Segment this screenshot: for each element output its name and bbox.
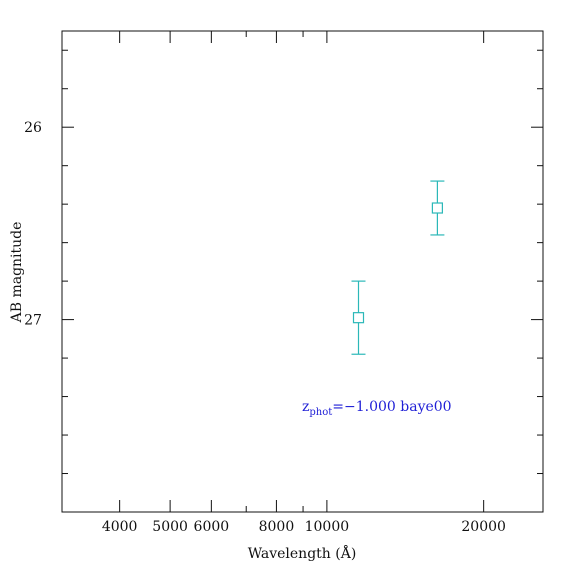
annotation-subscript: phot <box>309 407 332 418</box>
y-axis-ticks <box>62 49 543 475</box>
x-tick-label: 20000 <box>461 519 506 535</box>
point-marker <box>352 312 365 324</box>
x-axis-label: Wavelength (Å) <box>248 544 357 562</box>
plot-frame <box>61 30 544 513</box>
point-marker <box>431 202 443 214</box>
data-point <box>430 180 445 236</box>
x-tick-label: 10000 <box>305 519 350 535</box>
y-axis-tick-labels: 26 27 <box>24 120 42 328</box>
x-axis-tick-labels: 4000 5000 6000 8000 10000 20000 <box>102 519 506 535</box>
zphot-annotation: zphot=−1.000 baye00 <box>302 399 452 418</box>
x-tick-label: 8000 <box>259 519 295 535</box>
x-tick-label: 5000 <box>152 519 188 535</box>
x-tick-label: 4000 <box>102 519 138 535</box>
annotation-value: =−1.000 baye00 <box>332 399 451 415</box>
x-tick-label: 6000 <box>194 519 230 535</box>
y-tick-label: 27 <box>24 313 42 329</box>
annotation-prefix: z <box>302 399 309 415</box>
x-axis-ticks <box>119 31 485 512</box>
y-tick-label: 26 <box>24 120 42 136</box>
plot-border <box>61 30 544 513</box>
data-point <box>351 280 366 355</box>
data-points <box>351 180 445 355</box>
y-axis-label: AB magnitude <box>9 222 25 324</box>
